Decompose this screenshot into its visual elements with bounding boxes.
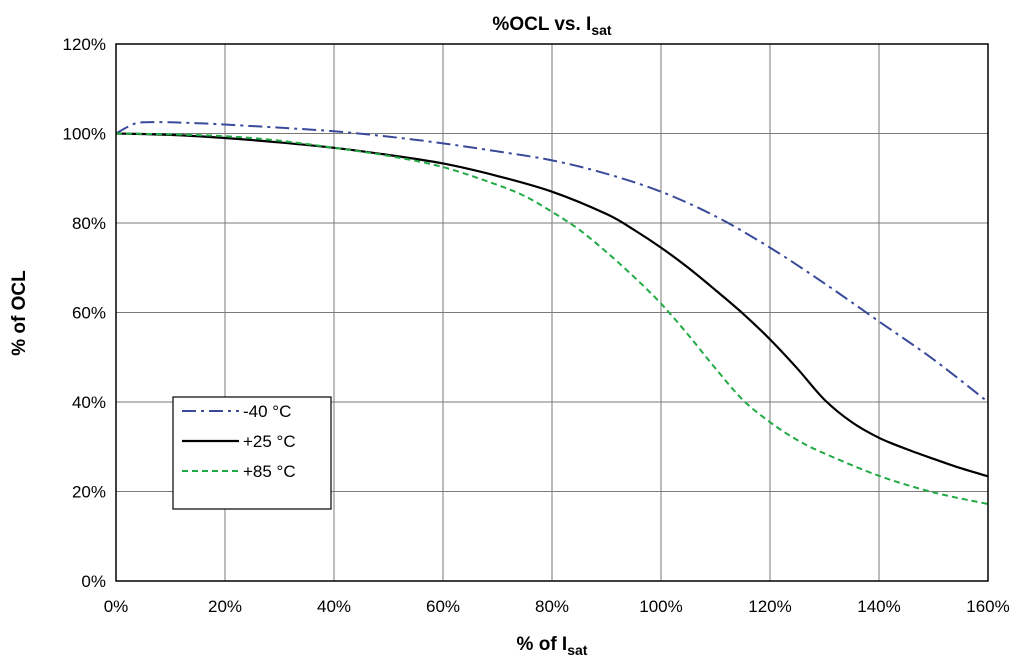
- legend-box: [172, 396, 332, 510]
- series-layer: [115, 121, 989, 506]
- x-tick-label: 20%: [208, 597, 242, 616]
- x-tick-label: 40%: [317, 597, 351, 616]
- x-tick-label: 120%: [748, 597, 791, 616]
- x-axis-title-subscript: sat: [567, 642, 588, 658]
- chart-title-main: %OCL vs. I: [492, 14, 591, 35]
- series-line-2: [115, 132, 989, 506]
- y-tick-label: 100%: [63, 125, 106, 144]
- x-tick-label: 100%: [639, 597, 682, 616]
- y-tick-label: 120%: [63, 35, 106, 54]
- x-axis-title-main: % of I: [517, 634, 568, 655]
- y-tick-label: 80%: [72, 214, 106, 233]
- legend-label-1: +25 °C: [243, 432, 296, 451]
- x-axis-title: % of Isat: [517, 634, 588, 658]
- x-tick-label: 80%: [535, 597, 569, 616]
- y-tick-label: 0%: [81, 572, 106, 591]
- legend-label-0: -40 °C: [243, 402, 291, 421]
- x-tick-labels: 0% 20% 40% 60% 80% 100% 120% 140% 160%: [104, 597, 1010, 616]
- y-tick-label: 60%: [72, 304, 106, 323]
- chart-title-subscript: sat: [591, 22, 612, 38]
- x-tick-label: 140%: [857, 597, 900, 616]
- series-line-0: [115, 121, 989, 403]
- plot-frame: [115, 43, 989, 582]
- x-tick-label: 160%: [966, 597, 1009, 616]
- x-tick-label: 60%: [426, 597, 460, 616]
- legend-label-2: +85 °C: [243, 462, 296, 481]
- y-tick-label: 20%: [72, 483, 106, 502]
- y-tick-labels: 0% 20% 40% 60% 80% 100% 120%: [63, 35, 106, 591]
- chart-title: %OCL vs. Isat: [492, 14, 611, 38]
- legend: -40 °C +25 °C +85 °C: [172, 396, 332, 510]
- y-tick-label: 40%: [72, 393, 106, 412]
- x-tick-label: 0%: [104, 597, 129, 616]
- y-axis-title: % of OCL: [9, 270, 30, 356]
